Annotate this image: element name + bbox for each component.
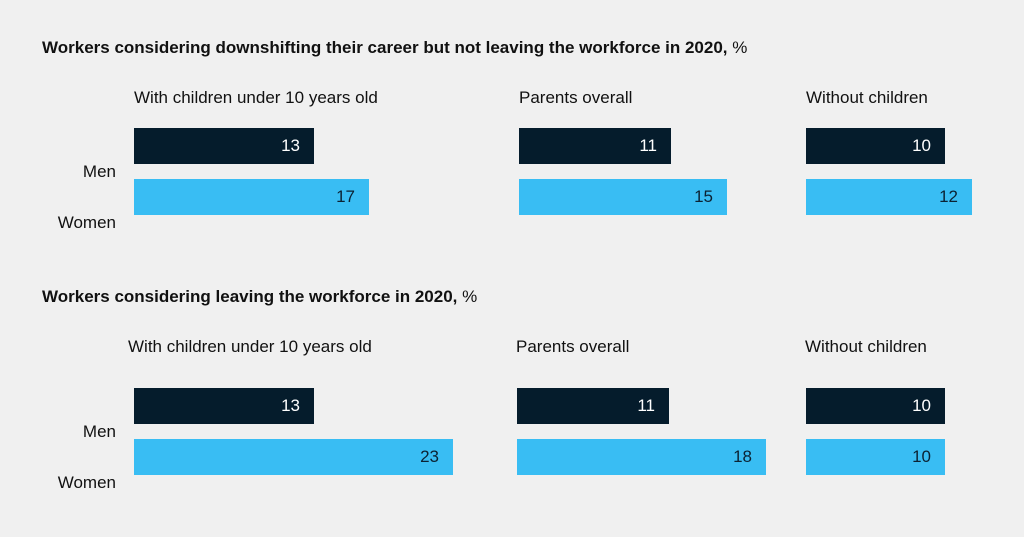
bar-men: 13 (134, 128, 314, 164)
bar-value-label: 17 (336, 187, 355, 206)
chart-title-text: Workers considering leaving the workforc… (42, 287, 458, 306)
category-label: Parents overall (519, 88, 633, 107)
bar-value-label: 10 (912, 447, 931, 466)
bar-value-label: 10 (912, 136, 931, 155)
chart-title: Workers considering leaving the workforc… (42, 287, 477, 307)
category-label: With children under 10 years old (128, 337, 372, 356)
bar-value-label: 15 (694, 187, 713, 206)
bar-value-label: 11 (637, 396, 655, 415)
bar-value-label: 10 (912, 396, 931, 415)
bar-women: 17 (134, 179, 369, 215)
bar-men: 10 (806, 128, 945, 164)
bar-women: 18 (517, 439, 766, 475)
chart-title-text: Workers considering downshifting their c… (42, 38, 728, 57)
bar-men: 11 (519, 128, 671, 164)
bar-women: 10 (806, 439, 945, 475)
row-label-men: Men (82, 422, 116, 441)
category-label: With children under 10 years old (134, 88, 378, 107)
row-label-women: Women (57, 473, 116, 492)
bar-value-label: 11 (639, 136, 657, 155)
bar-men: 13 (134, 388, 314, 424)
bar-value-label: 12 (939, 187, 958, 206)
row-label-women: Women (57, 213, 116, 232)
bar-value-label: 13 (281, 396, 300, 415)
bar-women: 15 (519, 179, 727, 215)
row-label-men: Men (82, 162, 116, 181)
category-label: Without children (806, 88, 928, 107)
bar-women: 12 (806, 179, 972, 215)
bar-men: 11 (517, 388, 669, 424)
bar-value-label: 18 (733, 447, 752, 466)
chart-title: Workers considering downshifting their c… (42, 38, 747, 58)
category-label: Without children (805, 337, 927, 356)
bar-men: 10 (806, 388, 945, 424)
bar-value-label: 13 (281, 136, 300, 155)
bar-value-label: 23 (420, 447, 439, 466)
bar-women: 23 (134, 439, 453, 475)
chart-title-unit: % (727, 38, 748, 57)
category-label: Parents overall (516, 337, 630, 356)
chart-panel-1: Workers considering downshifting their c… (0, 38, 1024, 288)
chart-panel-2: Workers considering leaving the workforc… (0, 287, 1024, 537)
chart-title-unit: % (457, 287, 478, 306)
